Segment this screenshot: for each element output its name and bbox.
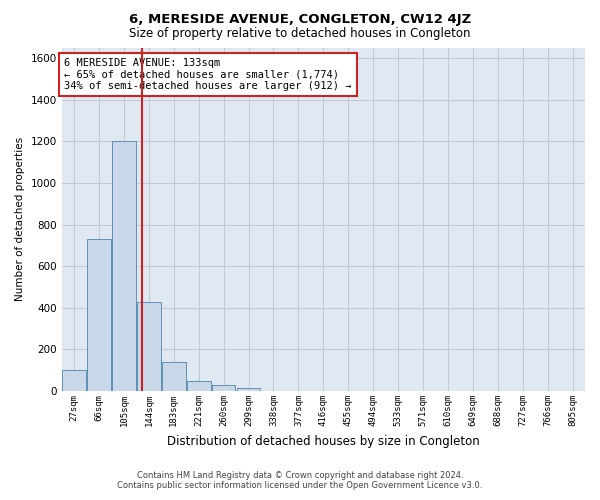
Y-axis label: Number of detached properties: Number of detached properties: [15, 138, 25, 302]
X-axis label: Distribution of detached houses by size in Congleton: Distribution of detached houses by size …: [167, 434, 480, 448]
Bar: [162, 362, 185, 391]
Text: 6 MERESIDE AVENUE: 133sqm
← 65% of detached houses are smaller (1,774)
34% of se: 6 MERESIDE AVENUE: 133sqm ← 65% of detac…: [64, 58, 352, 91]
Bar: [112, 141, 136, 391]
Bar: [62, 370, 86, 391]
Bar: [212, 385, 235, 391]
Bar: [187, 380, 211, 391]
Text: 6, MERESIDE AVENUE, CONGLETON, CW12 4JZ: 6, MERESIDE AVENUE, CONGLETON, CW12 4JZ: [129, 12, 471, 26]
Text: Contains HM Land Registry data © Crown copyright and database right 2024.
Contai: Contains HM Land Registry data © Crown c…: [118, 470, 482, 490]
Bar: [87, 239, 111, 391]
Bar: [237, 388, 260, 391]
Text: Size of property relative to detached houses in Congleton: Size of property relative to detached ho…: [129, 28, 471, 40]
Bar: [137, 302, 161, 391]
